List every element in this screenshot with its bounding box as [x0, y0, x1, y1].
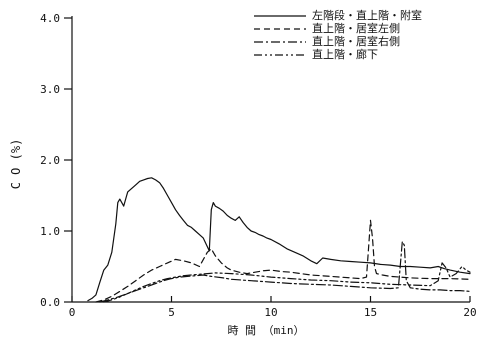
y-tick-label: 0.0 — [40, 296, 60, 309]
x-tick-label: 5 — [168, 306, 175, 319]
series-line-4 — [104, 263, 470, 302]
x-tick-label: 20 — [463, 306, 476, 319]
axes-layer: 0.0 1.0 2.0 3.0 4.0 0 5 10 15 20 — [40, 12, 477, 319]
x-tick-label: 10 — [264, 306, 277, 319]
series-line-2 — [96, 220, 470, 302]
y-tick-label: 3.0 — [40, 83, 60, 96]
x-axis-label: 時 間 （min） — [227, 324, 304, 337]
y-tick-label: 2.0 — [40, 154, 60, 167]
series-layer — [88, 178, 470, 302]
y-axis-label: C O (%) — [9, 139, 23, 190]
legend-label-1: 左階段・直上階・附室 — [312, 8, 422, 22]
legend-label-4: 直上階・廊下 — [312, 47, 378, 61]
x-tick-label: 15 — [364, 306, 377, 319]
x-tick-label: 0 — [69, 306, 76, 319]
y-tick-label: 4.0 — [40, 12, 60, 25]
y-tick-label: 1.0 — [40, 225, 60, 238]
legend-label-2: 直上階・居室左側 — [312, 21, 400, 35]
legend-label-3: 直上階・居室右側 — [312, 34, 400, 48]
